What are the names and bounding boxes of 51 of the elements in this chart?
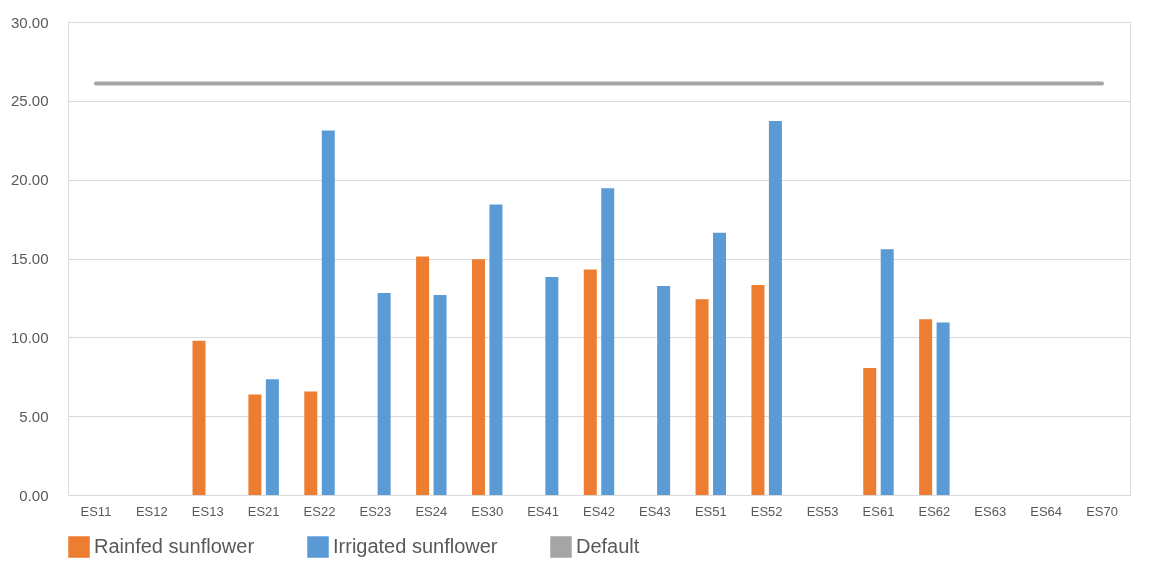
bar (489, 204, 503, 495)
bar (304, 391, 318, 495)
x-tick-label: ES30 (471, 503, 504, 519)
y-tick-label: 25.00 (10, 92, 49, 110)
bar (880, 249, 894, 495)
legend-label: Irrigated sunflower (333, 535, 498, 557)
y-tick-label: 5.00 (19, 407, 49, 425)
x-tick-label: ES64 (1030, 503, 1063, 519)
legend-label: Default (576, 535, 640, 557)
bar (433, 294, 447, 495)
x-tick-label: ES23 (359, 503, 392, 519)
bar (657, 286, 671, 495)
bar (601, 188, 615, 495)
bar (768, 121, 782, 495)
bar (695, 299, 709, 495)
y-tick-label: 30.00 (10, 13, 49, 31)
bar (471, 259, 485, 495)
x-tick-label: ES70 (1086, 503, 1118, 519)
x-tick-label: ES24 (415, 503, 448, 519)
bar (936, 322, 950, 495)
bar (545, 276, 559, 495)
bar (416, 256, 430, 495)
bar (863, 367, 877, 495)
x-tick-label: ES13 (191, 503, 224, 519)
y-tick-label: 15.00 (10, 250, 49, 267)
bar (321, 130, 335, 495)
x-tick-label: ES41 (527, 503, 560, 519)
x-tick-label: ES63 (974, 503, 1007, 519)
y-tick-label: 20.00 (10, 171, 49, 189)
x-tick-label: ES42 (583, 503, 615, 519)
bar (192, 340, 206, 495)
bar (377, 293, 391, 495)
x-tick-label: ES22 (303, 503, 336, 519)
x-tick-label: ES21 (247, 503, 280, 519)
bar (583, 269, 597, 495)
x-tick-label: ES62 (918, 503, 951, 519)
x-tick-label: ES11 (80, 503, 112, 519)
legend-label: Rainfed sunflower (94, 535, 255, 557)
bar (751, 284, 765, 495)
x-tick-label: ES12 (135, 503, 168, 519)
y-tick-label: 10.00 (10, 328, 49, 346)
bar (265, 379, 279, 495)
bar (919, 319, 933, 495)
x-tick-label: ES53 (806, 503, 839, 519)
x-tick-label: ES51 (694, 503, 727, 519)
x-tick-label: ES52 (750, 503, 783, 519)
x-tick-label: ES61 (862, 503, 895, 519)
x-tick-label: ES43 (638, 503, 671, 519)
y-tick-label: 0.00 (19, 486, 49, 504)
bar (248, 394, 262, 495)
bar (713, 232, 727, 495)
